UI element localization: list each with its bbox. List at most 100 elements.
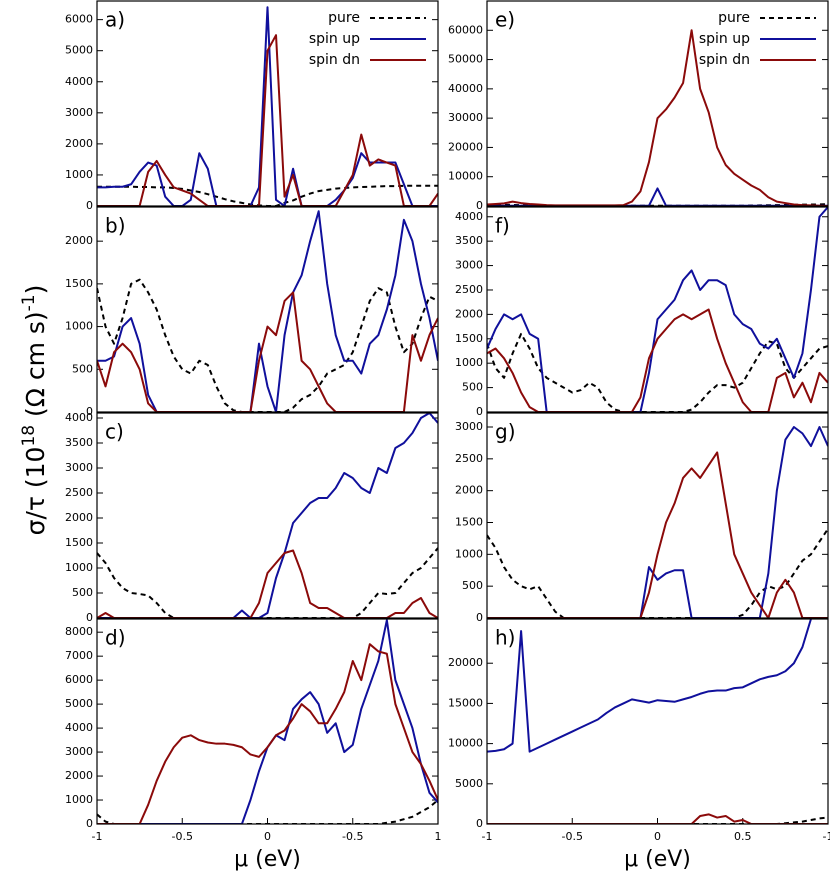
y-tick-label: 500	[72, 586, 93, 599]
y-tick-label: 0	[86, 817, 93, 830]
y-tick-label: 3000	[65, 106, 93, 119]
panel-frame	[486, 618, 829, 825]
series-line	[97, 549, 438, 618]
y-label-part: (Ω cm s)	[21, 311, 50, 425]
series-line	[487, 451, 828, 618]
legend-label: pure	[718, 10, 750, 26]
y-tick-label: 500	[462, 579, 483, 592]
panel-frame	[96, 206, 439, 413]
y-tick-label: 3500	[65, 436, 93, 449]
y-label-sup: 18	[19, 425, 39, 447]
y-tick-label: 2000	[65, 234, 93, 247]
panel-label: b)	[105, 214, 126, 238]
plot-area	[97, 210, 438, 412]
panel-frame	[96, 412, 439, 619]
plot-area	[97, 619, 438, 824]
y-tick-label: 15000	[448, 696, 483, 709]
series-line	[487, 187, 828, 206]
y-tick-label: 1000	[65, 168, 93, 181]
y-tick-label: 20000	[448, 140, 483, 153]
y-tick-label: 2500	[455, 452, 483, 465]
y-tick-label: 2000	[455, 307, 483, 320]
x-axis-label: μ (eV)	[234, 847, 301, 872]
series-line	[97, 291, 438, 412]
y-tick-label: 1500	[65, 536, 93, 549]
series-line	[487, 528, 828, 618]
y-tick-label: 7000	[65, 649, 93, 662]
plot-area	[487, 426, 828, 618]
y-label-part: )	[21, 285, 50, 295]
y-tick-label: 50000	[448, 53, 483, 66]
panel-label: e)	[495, 8, 515, 32]
y-tick-label: 2000	[65, 769, 93, 782]
y-tick-label: 2000	[455, 484, 483, 497]
y-tick-label: 60000	[448, 23, 483, 36]
y-tick-label: 3500	[455, 234, 483, 247]
y-tick-label: 3000	[455, 259, 483, 272]
y-tick-label: 4000	[65, 75, 93, 88]
x-tick-label: -1	[92, 830, 103, 843]
y-tick-label: 2500	[455, 283, 483, 296]
y-tick-label: 0	[476, 405, 483, 418]
legend-label: spin up	[309, 31, 360, 47]
legend-label: spin dn	[309, 52, 360, 68]
y-tick-label: 8000	[65, 625, 93, 638]
series-line	[97, 643, 438, 824]
series-line	[487, 29, 828, 206]
plot-area	[487, 619, 828, 824]
y-tick-label: 1000	[455, 356, 483, 369]
y-tick-label: 1000	[455, 547, 483, 560]
series-line	[97, 278, 438, 412]
panel-label: d)	[105, 626, 126, 650]
plot-area	[97, 413, 438, 618]
legend-label: pure	[328, 10, 360, 26]
y-tick-label: 2500	[65, 486, 93, 499]
y-tick-label: 40000	[448, 82, 483, 95]
y-tick-label: 500	[72, 362, 93, 375]
legend-label: spin dn	[699, 52, 750, 68]
y-tick-label: 0	[86, 405, 93, 418]
panel-label: c)	[105, 420, 124, 444]
y-tick-label: 6000	[65, 13, 93, 26]
series-line	[97, 34, 438, 206]
plot-area	[487, 207, 828, 412]
series-line	[487, 308, 828, 412]
x-tick-label: 0	[654, 830, 661, 843]
series-line	[97, 184, 438, 206]
y-tick-label: 0	[476, 199, 483, 212]
y-tick-label: 30000	[448, 111, 483, 124]
panel-label: f)	[495, 214, 510, 238]
panel-frame	[96, 618, 439, 825]
x-tick-label: -1	[823, 830, 830, 843]
panel-frame	[486, 206, 829, 413]
x-tick-label: 0.5	[734, 830, 752, 843]
y-tick-label: 3000	[455, 420, 483, 433]
y-tick-label: 20000	[448, 656, 483, 669]
plot-area	[487, 29, 828, 206]
y-tick-label: 4000	[455, 210, 483, 223]
series-line	[97, 6, 438, 206]
series-line	[487, 619, 813, 753]
panel-label: g)	[495, 420, 516, 444]
series-line	[97, 413, 438, 618]
y-tick-label: 10000	[448, 737, 483, 750]
y-tick-label: 1500	[455, 516, 483, 529]
y-tick-label: 6000	[65, 673, 93, 686]
plot-area	[97, 6, 438, 206]
y-tick-label: 2000	[65, 137, 93, 150]
y-tick-label: 0	[86, 199, 93, 212]
y-tick-label: 5000	[65, 697, 93, 710]
y-tick-label: 5000	[65, 44, 93, 57]
y-tick-label: 3000	[65, 745, 93, 758]
y-tick-label: 0	[86, 611, 93, 624]
y-tick-label: 1500	[65, 277, 93, 290]
y-tick-label: 1500	[455, 332, 483, 345]
series-line	[97, 547, 438, 618]
y-label-part: σ/τ (10	[21, 447, 50, 536]
series-line	[487, 426, 828, 618]
x-tick-label: -0.5	[562, 830, 583, 843]
panel-label: a)	[105, 8, 125, 32]
y-tick-label: 1000	[65, 793, 93, 806]
